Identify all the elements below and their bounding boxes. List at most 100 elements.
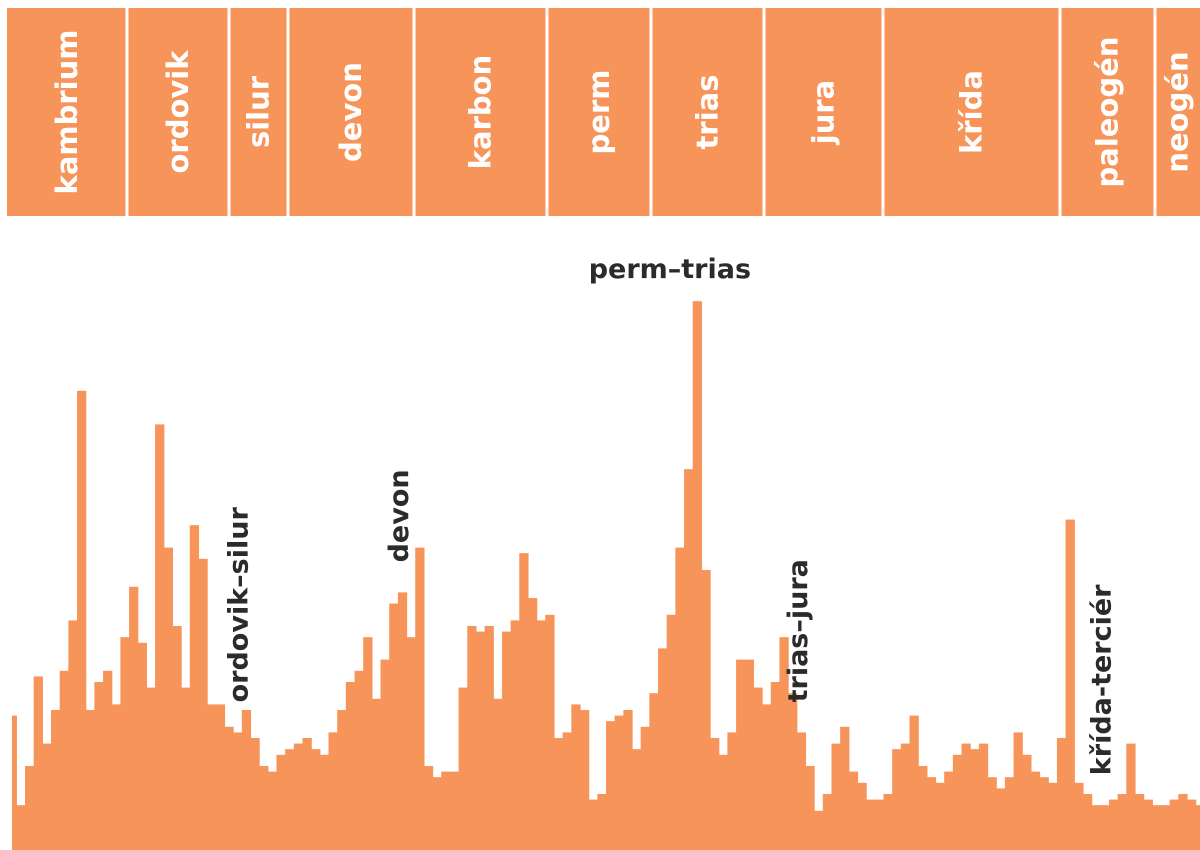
bar-161 [710, 738, 715, 850]
bar-270 [1182, 794, 1188, 850]
bar-73 [328, 732, 334, 850]
bar-173 [762, 704, 768, 850]
bar-90 [402, 592, 408, 850]
bar-24 [116, 704, 121, 850]
bar-180 [792, 693, 798, 850]
bar-235 [1030, 771, 1036, 850]
bar-250 [1095, 805, 1101, 850]
bar-34 [159, 424, 165, 850]
bar-215 [944, 771, 950, 850]
bar-94 [419, 547, 425, 850]
bar-26 [124, 637, 130, 850]
bar-142 [627, 710, 633, 850]
bar-115 [510, 620, 516, 850]
bar-84 [376, 698, 382, 850]
bar-30 [142, 642, 148, 850]
bar-14 [72, 620, 78, 850]
bar-204 [896, 749, 902, 850]
bar-169 [744, 659, 750, 850]
bar-242 [1061, 738, 1067, 850]
bar-11 [59, 670, 65, 850]
bar-126 [558, 738, 564, 850]
period-cell-0 [7, 8, 126, 216]
bar-125 [553, 738, 559, 850]
bar-6 [38, 676, 43, 850]
bar-17 [85, 710, 91, 850]
bar-109 [484, 626, 490, 850]
bar-91 [406, 637, 412, 850]
bar-74 [332, 732, 338, 850]
bar-201 [883, 794, 889, 850]
bar-135 [597, 794, 603, 850]
bar-9 [51, 710, 56, 850]
bar-99 [441, 771, 447, 850]
bar-60 [272, 771, 278, 850]
bar-261 [1143, 799, 1149, 850]
bar-227 [996, 788, 1002, 850]
bar-197 [866, 799, 872, 850]
bar-269 [1178, 794, 1184, 850]
bar-245 [1074, 782, 1080, 850]
bar-194 [853, 771, 859, 850]
bar-series [12, 301, 1200, 850]
event-label-2: perm–trias [589, 254, 751, 285]
bar-53 [241, 710, 247, 850]
bar-233 [1022, 754, 1028, 850]
bar-209 [918, 766, 924, 850]
bar-211 [926, 777, 932, 850]
bar-254 [1113, 799, 1119, 850]
bar-97 [432, 777, 438, 850]
bar-187 [822, 794, 828, 850]
period-cell-4 [415, 8, 546, 216]
period-cell-5 [548, 8, 650, 216]
bar-116 [514, 620, 520, 850]
bar-225 [987, 777, 993, 850]
bar-65 [293, 743, 299, 850]
period-cell-2 [230, 8, 287, 216]
bar-119 [527, 598, 533, 850]
bar-237 [1039, 777, 1045, 850]
bar-138 [610, 721, 616, 850]
period-band: kambrium ordovik silur devon karbon perm trias… [7, 8, 1200, 216]
bar-1 [16, 805, 22, 850]
bar-195 [857, 782, 863, 850]
bar-16 [81, 390, 87, 850]
event-label-3: trias–jura [783, 559, 814, 702]
bar-229 [1004, 777, 1010, 850]
bar-70 [315, 749, 321, 850]
bar-265 [1160, 805, 1166, 850]
bar-198 [870, 799, 876, 850]
bar-144 [636, 749, 642, 850]
bar-240 [1052, 782, 1058, 850]
bar-264 [1156, 805, 1162, 850]
bar-79 [354, 670, 360, 850]
period-label: paleogén [1091, 37, 1125, 188]
bar-13 [68, 620, 74, 850]
period-label: karbon [464, 55, 498, 170]
bar-87 [389, 603, 395, 850]
bar-55 [250, 738, 256, 850]
bar-223 [978, 743, 984, 850]
bar-220 [965, 743, 971, 850]
bar-75 [337, 710, 343, 850]
bar-10 [55, 710, 61, 850]
event-labels: ordovik–silur devon perm–trias trias–jura kř… [224, 254, 1118, 775]
bar-89 [397, 592, 403, 850]
bar-71 [319, 754, 325, 850]
bar-222 [974, 749, 980, 850]
bar-124 [549, 614, 555, 850]
bar-69 [311, 749, 317, 850]
bar-234 [1026, 754, 1032, 850]
bar-43 [198, 558, 204, 850]
bar-255 [1117, 794, 1123, 850]
bar-159 [701, 570, 707, 850]
bar-200 [879, 799, 885, 850]
bar-63 [285, 749, 291, 850]
bar-154 [679, 547, 685, 850]
bar-132 [584, 710, 590, 850]
bar-66 [298, 743, 304, 850]
bar-191 [840, 726, 846, 850]
bar-271 [1186, 799, 1192, 850]
bar-121 [536, 620, 542, 850]
